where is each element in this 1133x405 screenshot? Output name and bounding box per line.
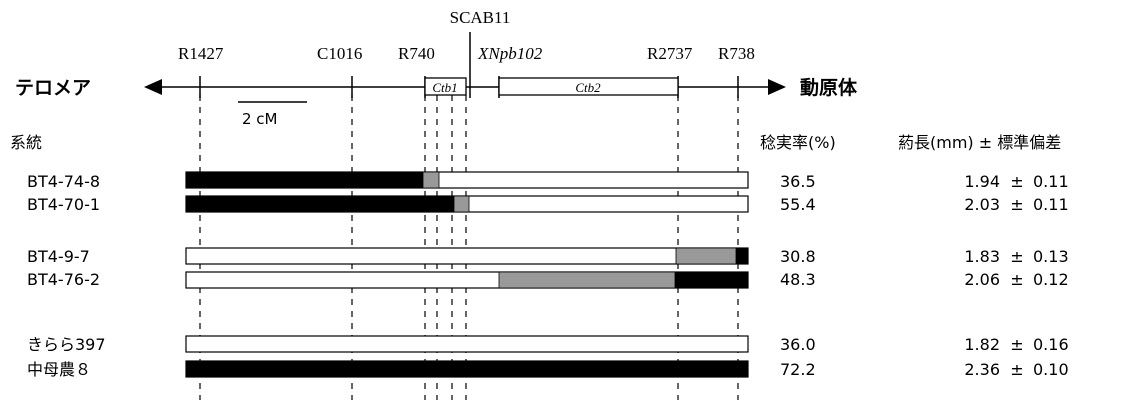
right-arrow-icon <box>768 79 786 95</box>
fertility-value-5: 36.0 <box>780 335 816 354</box>
plus-minus-4: ± <box>1010 270 1023 289</box>
row-name-6: 中母農８ <box>27 360 91 379</box>
bar-segment-gray <box>498 271 676 289</box>
bar-segment-black <box>186 172 423 188</box>
row-name-5: きらら397 <box>27 335 106 354</box>
bar-segment-gray <box>422 171 440 189</box>
marker-scab11: SCAB11 <box>450 8 511 27</box>
genotype-bar-3 <box>185 247 749 265</box>
anther-sd-6: 0.10 <box>1033 360 1069 379</box>
genotype-bar-6 <box>185 360 749 378</box>
bar-segment-black <box>186 196 454 212</box>
scale-bar-label: 2 cM <box>242 110 278 128</box>
chromosome-axis: Ctb1 Ctb2 <box>144 32 786 98</box>
header-anther-length: 葯長(mm) ± 標準偏差 <box>898 133 1061 152</box>
header-fertility: 稔実率(%) <box>760 133 836 152</box>
bar-segment-gray <box>675 247 737 265</box>
bar-outline <box>185 335 749 353</box>
fertility-value-1: 36.5 <box>780 172 816 191</box>
marker-r2737: R2737 <box>647 44 693 63</box>
telomere-label: テロメア <box>15 77 91 99</box>
anther-sd-2: 0.11 <box>1033 195 1069 214</box>
anther-sd-3: 0.13 <box>1033 247 1069 266</box>
gene-ctb2-label: Ctb2 <box>575 80 601 95</box>
plus-minus-1: ± <box>1010 172 1023 191</box>
anther-mean-2: 2.03 <box>964 195 1000 214</box>
plus-minus-5: ± <box>1010 335 1023 354</box>
anther-sd-4: 0.12 <box>1033 270 1069 289</box>
fertility-value-3: 30.8 <box>780 247 816 266</box>
bar-outline <box>185 247 749 265</box>
marker-r738: R738 <box>718 44 755 63</box>
plus-minus-6: ± <box>1010 360 1023 379</box>
plus-minus-2: ± <box>1010 195 1023 214</box>
bar-segment-gray <box>453 195 470 213</box>
genotype-bar-2 <box>185 195 749 213</box>
header-line: 系統 <box>10 133 42 152</box>
bar-segment-black <box>185 360 749 378</box>
genotype-bar-5 <box>185 335 749 353</box>
anther-mean-3: 1.83 <box>964 247 1000 266</box>
genotype-bar-1 <box>185 171 749 189</box>
fertility-value-2: 55.4 <box>780 195 816 214</box>
fertility-value-6: 72.2 <box>780 360 816 379</box>
plus-minus-3: ± <box>1010 247 1023 266</box>
row-name-1: BT4-74-8 <box>27 172 100 191</box>
anther-sd-5: 0.16 <box>1033 335 1069 354</box>
bar-segment-black <box>736 248 748 264</box>
fertility-value-4: 48.3 <box>780 270 816 289</box>
centromere-label: 動原体 <box>800 76 858 99</box>
bar-segment-black <box>675 272 748 288</box>
left-arrow-icon <box>144 79 162 95</box>
row-name-2: BT4-70-1 <box>27 195 100 214</box>
marker-xnpb102: XNpb102 <box>477 44 543 63</box>
marker-r740: R740 <box>398 44 435 63</box>
gene-ctb1-label: Ctb1 <box>432 80 457 95</box>
gene-box-ctb2 <box>498 77 679 96</box>
row-name-3: BT4-9-7 <box>27 247 90 266</box>
marker-r1427: R1427 <box>178 44 224 63</box>
genotype-bars <box>185 171 749 378</box>
anther-mean-6: 2.36 <box>964 360 1000 379</box>
row-name-4: BT4-76-2 <box>27 270 100 289</box>
gene-box-ctb1 <box>424 77 467 96</box>
anther-sd-1: 0.11 <box>1033 172 1069 191</box>
genotype-bar-4 <box>185 271 749 289</box>
anther-mean-1: 1.94 <box>964 172 1000 191</box>
marker-c1016: C1016 <box>317 44 362 63</box>
anther-mean-5: 1.82 <box>964 335 1000 354</box>
anther-mean-4: 2.06 <box>964 270 1000 289</box>
